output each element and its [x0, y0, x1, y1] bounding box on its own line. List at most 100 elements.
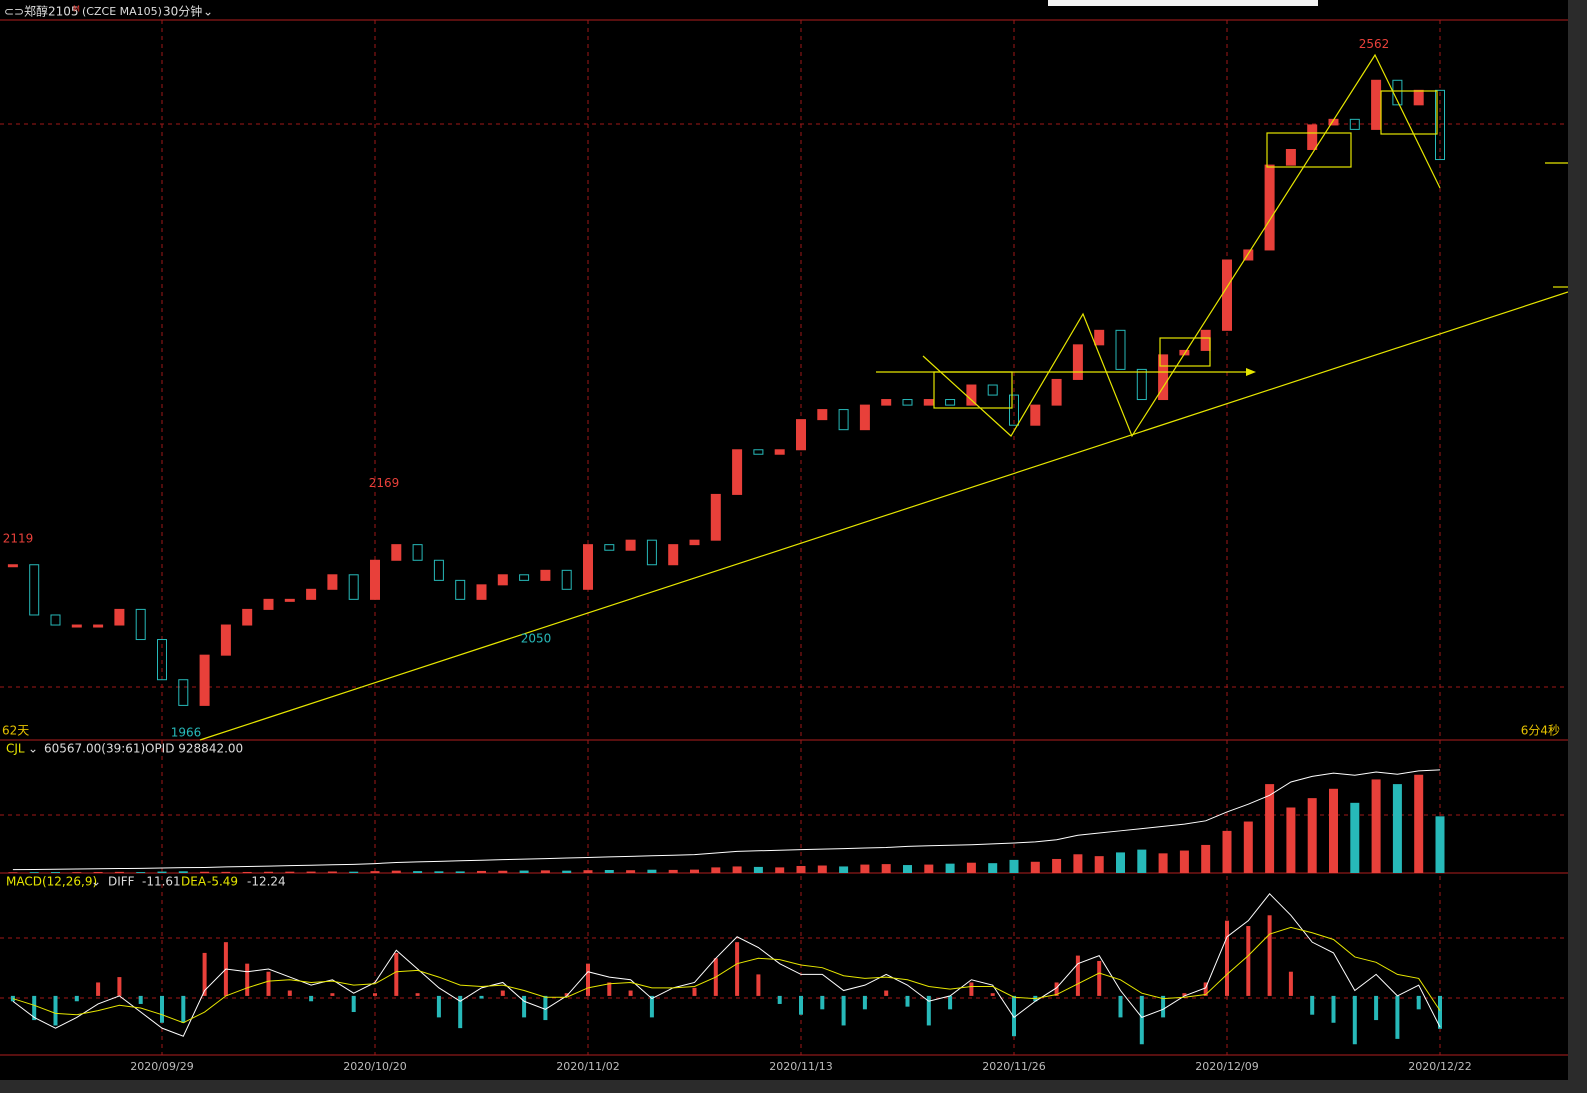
macd-bar	[735, 942, 740, 996]
volume-bar	[1265, 784, 1275, 873]
macd-bar	[1012, 995, 1016, 1037]
candle-body	[987, 384, 998, 396]
legend: DIFF	[108, 875, 135, 889]
macd-bar	[905, 995, 910, 1007]
legend[interactable]: CJL	[6, 742, 25, 756]
volume-bar	[72, 872, 82, 873]
candle-body	[348, 574, 359, 600]
candle-body	[859, 404, 870, 431]
volume-bar	[1137, 849, 1147, 873]
volume-bar	[924, 864, 934, 873]
candle-body	[412, 544, 423, 561]
volume-bar	[1243, 821, 1253, 873]
candle-body	[433, 559, 444, 581]
volume-bar	[540, 870, 550, 873]
volume-bar	[1307, 798, 1317, 873]
macd-bar	[799, 995, 803, 1015]
candle-body	[1115, 329, 1126, 370]
chevron[interactable]: ⌄	[28, 742, 38, 756]
volume-bar	[242, 871, 252, 873]
volume-bar	[8, 872, 18, 873]
macd-bar	[1246, 926, 1251, 996]
volume-bar	[477, 870, 486, 873]
candle-body	[114, 608, 125, 626]
volume-bar	[1158, 853, 1168, 873]
candle-body	[29, 564, 40, 616]
box	[1380, 90, 1438, 135]
macd-bar	[607, 982, 612, 996]
macd-bar	[1203, 982, 1208, 996]
macd-title[interactable]: MACD(12,26,9)	[6, 875, 97, 889]
marks	[7, 20, 1445, 1055]
macd-bar	[330, 993, 335, 996]
candle-body	[1285, 148, 1296, 166]
candle-body	[497, 574, 508, 586]
oi-text: OPID 928842.00	[145, 742, 243, 756]
volume-bar	[1414, 774, 1424, 873]
icon[interactable]: ⊂⊃	[4, 5, 24, 19]
symbol[interactable]: 郑醇2105	[24, 4, 79, 19]
macd-bar	[1438, 995, 1442, 1029]
chevron[interactable]: ⌄	[91, 875, 101, 889]
candle-body	[646, 539, 657, 566]
toolbar[interactable]	[1048, 0, 1318, 6]
candle-body	[1094, 329, 1105, 346]
candle-body	[220, 624, 231, 656]
macd-bar	[479, 995, 484, 999]
macd-bar	[1225, 920, 1229, 996]
macd-bar	[266, 971, 271, 996]
volume-bar	[157, 871, 167, 873]
macd-bar	[543, 995, 548, 1021]
volume-bar	[668, 869, 678, 873]
macd-bar	[1075, 955, 1080, 996]
volume-bar	[391, 870, 401, 873]
candle-body	[838, 409, 849, 431]
trend-line	[199, 291, 1568, 741]
candle-body	[199, 654, 210, 706]
volume-bar	[1030, 861, 1040, 873]
candle-body	[93, 624, 104, 628]
macd-bar	[436, 995, 441, 1018]
candle-body	[455, 579, 466, 600]
volume-bar	[1009, 859, 1019, 873]
macd-bar	[138, 995, 143, 1004]
arrow-head	[1246, 368, 1256, 376]
x-tick-label: 2020/11/13	[769, 1060, 832, 1073]
candle-body	[710, 493, 721, 541]
candle-body	[1413, 89, 1424, 106]
macd-bar	[990, 993, 995, 996]
volume-bar	[1222, 830, 1232, 873]
legend-value: -5.49	[207, 875, 238, 889]
volume-bar	[1073, 854, 1083, 873]
volume-bar	[29, 872, 39, 873]
candle-body	[1307, 124, 1318, 150]
volume-bar	[562, 870, 572, 873]
candle-body	[370, 559, 380, 600]
candle-body	[157, 639, 167, 681]
macd-bar	[117, 977, 122, 996]
chevron[interactable]: ⌄	[203, 5, 213, 19]
macd-bar	[692, 987, 697, 996]
macd-bar	[160, 995, 164, 1023]
volume-bar	[434, 871, 444, 873]
macd-bar	[777, 995, 782, 1004]
oi-line	[12, 769, 1441, 871]
volume-bar	[1179, 850, 1189, 873]
extreme-label: 1966	[171, 725, 202, 739]
volume-bar	[711, 867, 721, 873]
macd-bar	[458, 995, 463, 1029]
extreme-label: 2562	[1359, 37, 1390, 51]
macd-bar	[1054, 982, 1059, 996]
volume-bar	[881, 864, 891, 873]
candle-body	[1371, 79, 1382, 130]
macd-bar	[1395, 995, 1400, 1039]
period[interactable]: 30分钟	[163, 4, 202, 19]
candle-body	[135, 608, 146, 641]
macd-bar	[1374, 995, 1379, 1021]
candle-body	[945, 399, 956, 406]
macd-bar	[586, 963, 590, 996]
macd-bar	[1310, 995, 1315, 1015]
volume-bar	[114, 871, 124, 873]
candle-body	[1243, 249, 1254, 261]
